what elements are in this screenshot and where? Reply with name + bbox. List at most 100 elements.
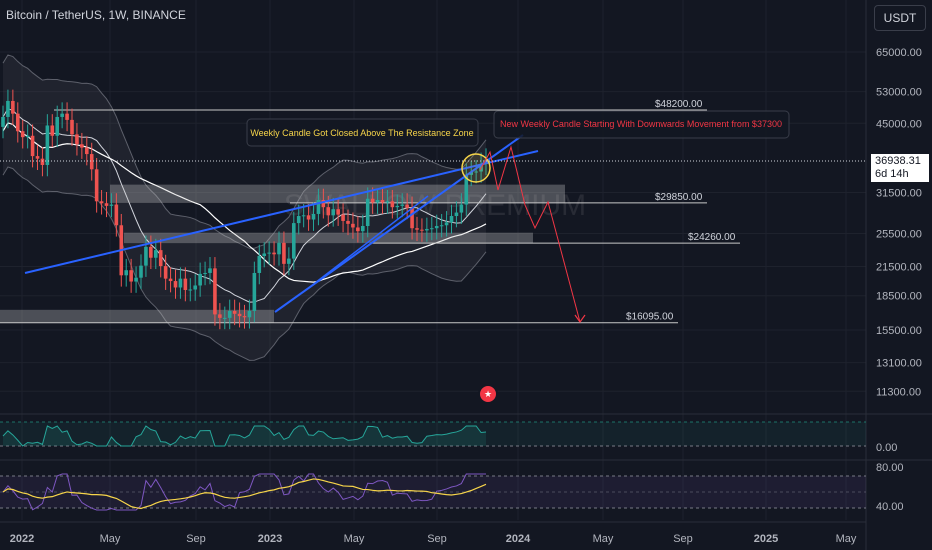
rsi-line <box>2 473 486 511</box>
oscillator-axis-label: 0.00 <box>876 442 897 454</box>
candle-body <box>178 278 183 288</box>
projection-arrowhead <box>574 314 586 324</box>
candle-body <box>35 156 40 159</box>
level-label: $16095.00 <box>626 312 674 323</box>
candle-body <box>375 200 380 203</box>
candle-body <box>84 147 89 155</box>
annotation-text-yellow: Weekly Candle Got Closed Above The Resis… <box>250 128 473 138</box>
candle-body <box>296 216 301 224</box>
price-tick-label: 18500.00 <box>876 291 922 303</box>
rsi-ma-line <box>2 478 487 510</box>
candle-body <box>464 174 469 205</box>
bollinger-upper <box>2 54 487 249</box>
candle-body <box>6 100 10 117</box>
candle-body <box>15 113 20 132</box>
time-tick-label: 2022 <box>10 533 34 545</box>
candle-body <box>449 216 454 223</box>
candle-body <box>331 209 336 216</box>
candle-body <box>341 214 345 221</box>
candle-body <box>365 198 370 226</box>
rsi-axis-label: 40.00 <box>876 501 904 513</box>
time-tick-label: Sep <box>673 533 693 545</box>
price-tick-label: 13100.00 <box>876 358 922 370</box>
candle-body <box>405 204 409 208</box>
time-tick-label: May <box>100 533 121 545</box>
candle-body <box>311 213 316 220</box>
candle-body <box>390 201 395 208</box>
candle-body <box>439 225 444 227</box>
candle-body <box>360 225 365 232</box>
candle-body <box>134 277 138 282</box>
candle-body <box>213 268 217 315</box>
level-label: $24260.00 <box>688 232 736 243</box>
candle-body <box>50 125 55 136</box>
symbol-title[interactable]: Bitcoin / TetherUS, 1W, BINANCE <box>6 8 186 22</box>
candle-body <box>198 273 202 286</box>
price-tick-label: 15500.00 <box>876 325 922 337</box>
candle-body <box>326 207 331 216</box>
bollinger-lower <box>2 166 487 361</box>
candle-body <box>346 220 350 224</box>
annotation-text-red: New Weekly Candle Starting With Downward… <box>500 119 782 129</box>
candle-body <box>193 285 198 290</box>
oscillator-line <box>2 425 487 447</box>
candle-body <box>80 144 84 148</box>
time-tick-label: Sep <box>427 533 447 545</box>
candle-body <box>139 265 143 278</box>
candle-body <box>109 204 114 206</box>
candle-body <box>356 227 360 232</box>
candle-body <box>25 135 30 138</box>
candle-body <box>183 278 188 291</box>
price-tick-label: 31500.00 <box>876 187 922 199</box>
candle-body <box>351 223 355 228</box>
level-label: $48200.00 <box>655 99 703 110</box>
price-tick-label: 11300.00 <box>876 386 921 398</box>
last-price-value: 36938.31 <box>875 155 921 167</box>
annotation-box-red <box>493 110 790 139</box>
candle-body <box>370 198 375 203</box>
candle-body <box>94 169 99 202</box>
candle-body <box>114 204 119 226</box>
candle-body <box>321 200 326 208</box>
candle-body <box>149 246 153 258</box>
time-tick-label: May <box>836 533 857 545</box>
candle-body <box>163 266 168 279</box>
highlight-circle <box>461 153 491 183</box>
candle-body <box>124 270 129 276</box>
candle-body <box>395 205 400 208</box>
candle-body <box>336 209 340 215</box>
candle-body <box>218 314 222 318</box>
candle-body <box>272 252 276 255</box>
candle-body <box>89 154 94 170</box>
candle-body <box>434 225 439 229</box>
projection-path <box>479 145 581 323</box>
rsi-axis-label: 80.00 <box>876 462 904 474</box>
time-tick-label: 2025 <box>754 533 778 545</box>
annotation-box-yellow <box>246 118 479 147</box>
candle-body <box>454 212 459 217</box>
candle-body <box>20 131 25 138</box>
time-tick-label: Sep <box>186 533 206 545</box>
candle-body <box>237 313 242 317</box>
candle-body <box>203 272 207 274</box>
candle-body <box>444 222 449 226</box>
time-tick-label: May <box>344 533 365 545</box>
candle-body <box>425 228 429 231</box>
currency-button[interactable]: USDT <box>874 5 926 31</box>
candle-body <box>385 201 390 203</box>
candle-body <box>153 250 158 258</box>
candle-body <box>262 253 267 257</box>
time-tick-label: 2023 <box>258 533 282 545</box>
candle-body <box>242 316 247 318</box>
candle-body <box>267 252 271 254</box>
support-resistance-zone <box>0 309 274 323</box>
candle-body <box>55 116 60 136</box>
level-label: $29850.00 <box>655 192 703 203</box>
candle-body <box>247 310 252 318</box>
us-flag-icon[interactable]: ★ <box>478 384 498 404</box>
candle-body <box>104 203 109 206</box>
last-price-tag: 36938.31 6d 14h <box>871 154 929 182</box>
price-tick-label: 25500.00 <box>876 228 922 240</box>
candle-body <box>287 258 291 264</box>
